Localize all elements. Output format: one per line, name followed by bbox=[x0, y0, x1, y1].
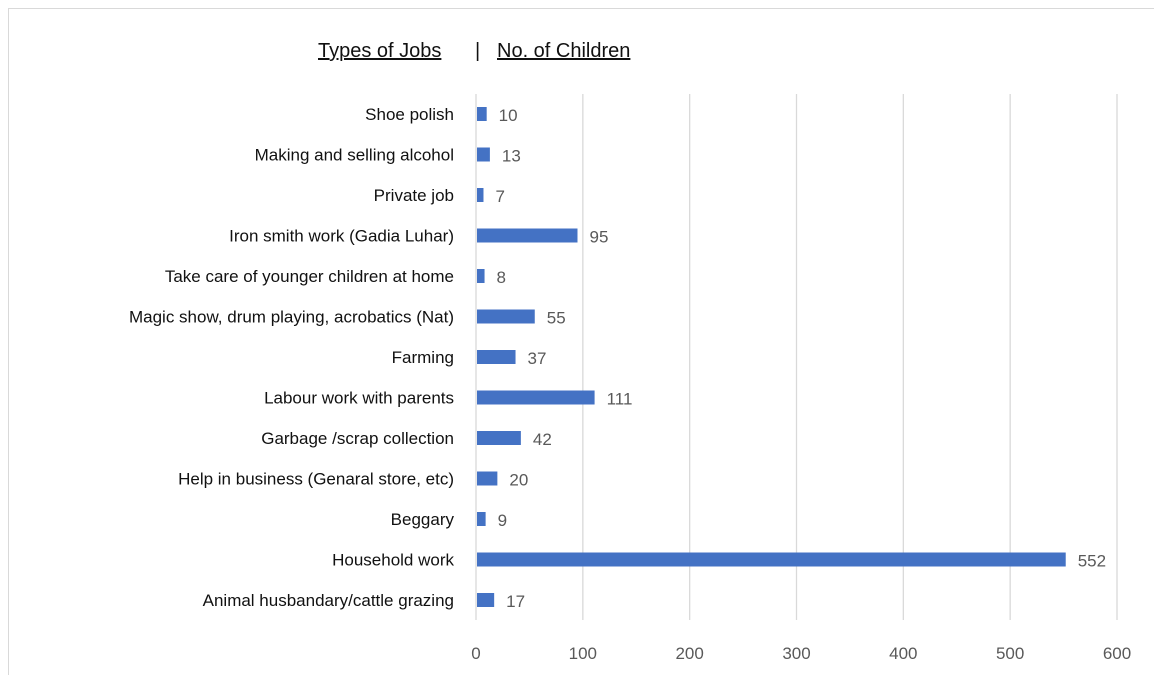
data-label: 55 bbox=[547, 309, 566, 328]
data-label: 20 bbox=[509, 471, 528, 490]
data-label: 9 bbox=[498, 511, 507, 530]
category-label: Magic show, drum playing, acrobatics (Na… bbox=[129, 308, 454, 327]
bar bbox=[477, 228, 578, 243]
category-label: Shoe polish bbox=[365, 105, 454, 124]
category-label: Labour work with parents bbox=[264, 389, 454, 408]
bar bbox=[477, 147, 490, 162]
chart-frame bbox=[8, 8, 1154, 675]
data-label: 7 bbox=[495, 187, 504, 206]
bar bbox=[477, 309, 535, 324]
chart-title-left: Types of Jobs bbox=[318, 40, 442, 62]
bar bbox=[477, 269, 485, 283]
chart-title-right: No. of Children bbox=[497, 40, 631, 62]
bar bbox=[477, 188, 484, 202]
data-label: 95 bbox=[589, 228, 608, 247]
bar bbox=[477, 471, 498, 486]
data-label: 10 bbox=[499, 106, 518, 125]
bar bbox=[477, 431, 521, 445]
bar bbox=[477, 390, 595, 405]
category-label: Garbage /scrap collection bbox=[261, 429, 454, 448]
bar bbox=[477, 593, 495, 607]
category-label: Iron smith work (Gadia Luhar) bbox=[229, 227, 454, 246]
data-label: 42 bbox=[533, 430, 552, 449]
bar bbox=[477, 107, 487, 121]
x-tick-label: 400 bbox=[889, 644, 917, 663]
chart-title-separator: | bbox=[475, 40, 481, 62]
x-tick-label: 500 bbox=[996, 644, 1024, 663]
data-label: 13 bbox=[502, 147, 521, 166]
data-label: 552 bbox=[1078, 552, 1106, 571]
category-label: Take care of younger children at home bbox=[165, 267, 454, 286]
bar bbox=[477, 552, 1066, 567]
category-label: Help in business (Genaral store, etc) bbox=[178, 470, 454, 489]
data-label: 17 bbox=[506, 592, 525, 611]
category-label: Animal husbandary/cattle grazing bbox=[203, 591, 454, 610]
category-label: Household work bbox=[332, 551, 454, 570]
bars bbox=[477, 107, 1066, 607]
data-labels: 10 13 7 95 8 55 37 111 42 20 9 552 17 bbox=[495, 106, 1106, 611]
data-label: 111 bbox=[607, 390, 633, 409]
x-tick-label: 0 bbox=[471, 644, 480, 663]
x-tick-label: 600 bbox=[1103, 644, 1131, 663]
category-label: Private job bbox=[374, 186, 454, 205]
category-label: Making and selling alcohol bbox=[255, 146, 454, 165]
category-labels: Shoe polish Making and selling alcohol Pri… bbox=[129, 105, 455, 610]
data-label: 37 bbox=[528, 349, 547, 368]
x-axis-tick-labels: 0 100 200 300 400 500 600 bbox=[471, 644, 1131, 663]
bar bbox=[477, 350, 516, 364]
x-tick-label: 300 bbox=[782, 644, 810, 663]
bar bbox=[477, 512, 486, 526]
category-label: Beggary bbox=[391, 510, 455, 529]
x-tick-label: 100 bbox=[569, 644, 597, 663]
category-label: Farming bbox=[392, 348, 454, 367]
data-label: 8 bbox=[497, 268, 506, 287]
x-tick-label: 200 bbox=[675, 644, 703, 663]
gridlines bbox=[582, 94, 1118, 620]
